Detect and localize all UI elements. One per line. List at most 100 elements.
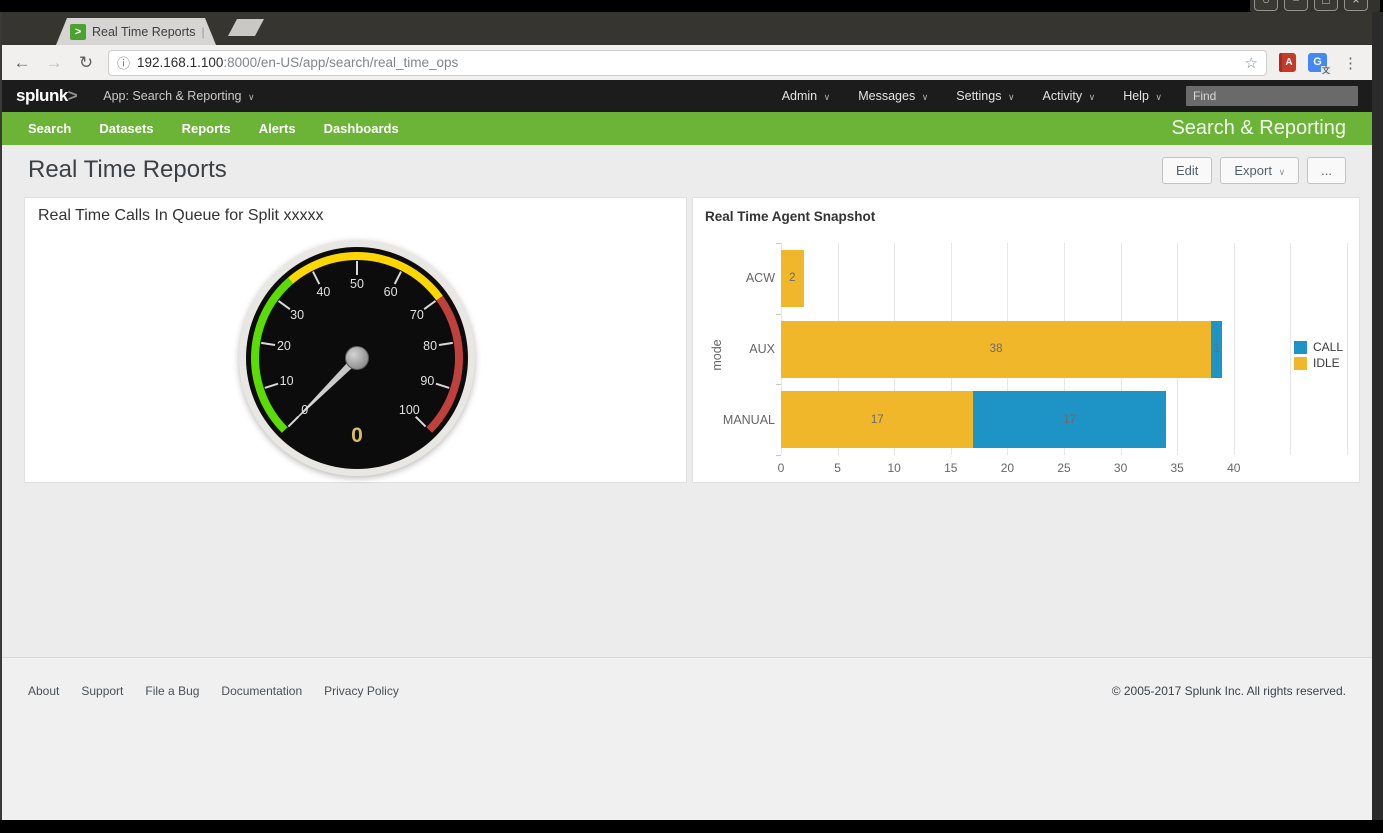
window-circle-button[interactable]: ○ [1254,0,1278,11]
x-tick-label: 30 [1113,461,1128,475]
menu-activity[interactable]: Activity ∨ [1042,89,1096,103]
legend-swatch [1294,356,1307,370]
footer-link-file-a-bug[interactable]: File a Bug [145,684,200,698]
app-nav-bar: Search Datasets Reports Alerts Dashboard… [2,112,1372,145]
window-maximize-button[interactable]: □ [1314,0,1338,11]
gridline [1290,243,1292,455]
gauge-tick-label: 70 [409,307,424,322]
menu-help[interactable]: Help ∨ [1123,89,1162,103]
gauge-panel-title: Real Time Calls In Queue for Split xxxxx [38,207,324,224]
reading-list-extension-icon[interactable]: A [1279,53,1296,72]
page-info-icon[interactable]: ⓘ [117,56,131,71]
address-bar[interactable]: ⓘ 192.168.1.100:8000/en-US/app/search/re… [108,49,1267,76]
forward-icon[interactable]: → [45,52,63,72]
bar-segment: 38 [781,320,1212,378]
chevron-down-icon: ∨ [1278,166,1286,177]
nav-tab-datasets[interactable]: Datasets [99,121,154,136]
app-menu[interactable]: App: Search & Reporting ∨ [103,89,255,103]
nav-tab-dashboards[interactable]: Dashboards [323,121,399,136]
browser-menu-icon[interactable]: ⋮ [1343,54,1358,72]
gauge-tick-label: 50 [350,277,364,291]
y-axis-tick [776,243,781,244]
gauge-value: 0 [351,424,363,447]
bookmark-star-icon[interactable]: ☆ [1244,54,1258,72]
chevron-down-icon: ∨ [248,92,255,102]
window-close-button[interactable]: × [1344,0,1368,11]
browser-toolbar: ← → ↻ ⓘ 192.168.1.100:8000/en-US/app/sea… [2,45,1372,80]
gauge-tick-label: 80 [423,339,438,354]
footer-link-about[interactable]: About [28,684,60,698]
x-tick-label: 35 [1170,461,1184,475]
splunk-logo[interactable]: splunk> [16,86,78,105]
x-tick-label: 40 [1227,461,1241,475]
bar-value-label: 1 [1213,343,1221,355]
gauge-tick-label: 60 [383,285,398,300]
new-tab-button[interactable] [228,19,264,36]
translate-extension-icon[interactable]: G [1308,53,1331,75]
copyright-text: © 2005-2017 Splunk Inc. All rights reser… [1111,684,1346,698]
chevron-down-icon: ∨ [823,92,831,102]
x-tick-label: 0 [777,461,785,475]
legend-swatch [1294,340,1307,354]
gridline [1233,243,1235,455]
page-title: Real Time Reports [28,156,227,183]
y-axis-tick [776,313,781,315]
bar-segment: 17 [781,391,974,449]
browser-tab[interactable]: > Real Time Reports | × [56,18,216,45]
legend: CALL IDLE [1294,340,1343,370]
window-minimize-button[interactable]: − [1284,0,1308,11]
bar-value-label: 38 [989,343,1003,355]
edit-button[interactable]: Edit [1161,156,1213,184]
x-tick-label: 20 [1000,461,1015,475]
export-button[interactable]: Export ∨ [1220,156,1300,184]
gauge-tick-label: 30 [290,307,305,322]
bar-value-label: 17 [870,413,884,426]
menu-settings[interactable]: Settings ∨ [956,89,1015,103]
url-text: 192.168.1.100:8000/en-US/app/search/real… [137,55,459,70]
tab-title-separator: | [201,24,205,39]
footer-link-privacy-policy[interactable]: Privacy Policy [324,684,399,698]
splunk-top-bar: splunk> App: Search & Reporting ∨ Admin … [2,80,1372,112]
x-tick-label: 25 [1057,461,1071,475]
bar-panel-title: Real Time Agent Snapshot [705,209,876,224]
gauge-tick [356,261,358,275]
tab-title: Real Time Reports [92,24,196,39]
gridline [1347,243,1348,455]
back-icon[interactable]: ← [13,52,31,72]
footer-link-documentation[interactable]: Documentation [221,684,303,698]
nav-tab-alerts[interactable]: Alerts [258,121,296,136]
gauge-tick-label: 100 [398,403,420,418]
reload-icon[interactable]: ↻ [78,52,94,72]
more-actions-button[interactable]: ... [1307,156,1346,184]
legend-item: CALL [1294,340,1343,354]
x-tick-label: 10 [887,461,901,475]
gauge-tick-label: 0 [301,403,309,418]
y-category-label: AUX [749,342,775,356]
x-tick-label: 15 [944,461,958,475]
y-category-label: ACW [745,271,775,286]
gauge: 0 0 10 20 30 40 50 60 70 80 90 100 [239,240,475,476]
menu-admin[interactable]: Admin ∨ [781,89,831,103]
find-input[interactable] [1186,86,1358,106]
chevron-down-icon: ∨ [921,92,929,102]
bar-segment: 1 [1211,320,1223,378]
bar-value-label: 17 [1063,413,1077,426]
bar-segment: 2 [781,249,804,307]
legend-label: IDLE [1313,356,1340,370]
chevron-down-icon: ∨ [1007,92,1015,102]
nav-tab-search[interactable]: Search [28,121,72,136]
chevron-down-icon: ∨ [1088,92,1096,102]
app-title: Search & Reporting [1171,117,1346,139]
footer-link-support[interactable]: Support [81,684,124,698]
nav-tab-reports[interactable]: Reports [181,121,231,136]
browser-window: > Real Time Reports | × ← → ↻ ⓘ 192.168.… [0,12,1372,820]
chevron-down-icon: ∨ [1155,92,1162,102]
dashboard-content: Real Time Calls In Queue for Split xxxxx… [2,195,1372,657]
bar-plot: 2 38 1 17 17 [781,243,1348,455]
gauge-panel: Real Time Calls In Queue for Split xxxxx… [24,197,687,483]
menu-messages[interactable]: Messages ∨ [858,89,929,103]
tab-close-icon[interactable]: × [212,23,221,40]
y-axis-tick [776,455,781,456]
bar-chart-panel: Real Time Agent Snapshot mode 2 38 1 17 17 C… [692,197,1360,483]
